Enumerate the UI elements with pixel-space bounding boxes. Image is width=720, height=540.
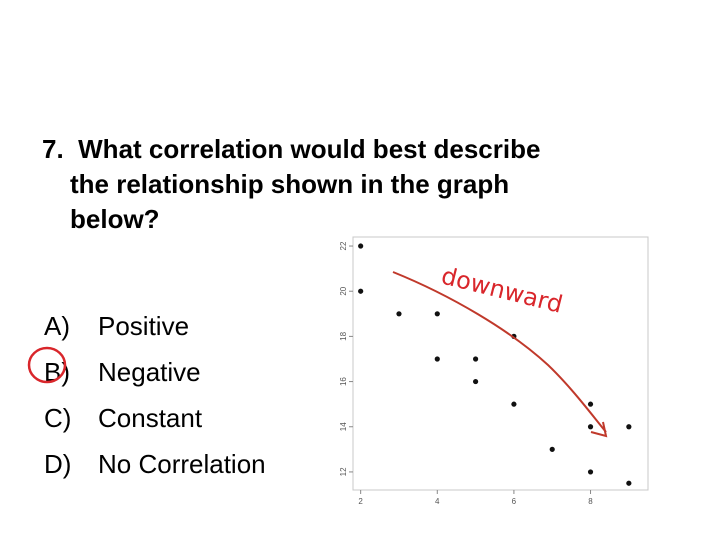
- question-line-1: 7. What correlation would best describe: [42, 134, 541, 164]
- option-b[interactable]: B) Negative: [44, 349, 266, 395]
- question-number: 7.: [42, 134, 64, 164]
- question-text: 7. What correlation would best describe …: [42, 132, 682, 237]
- option-b-text: Negative: [98, 357, 201, 387]
- data-point: [587, 401, 594, 407]
- option-c[interactable]: C) Constant: [44, 395, 266, 441]
- option-a-text: Positive: [98, 311, 190, 341]
- y-tick-label: 12: [339, 467, 348, 476]
- data-point: [434, 356, 440, 362]
- data-point: [587, 424, 594, 430]
- option-d[interactable]: D) No Correlation: [44, 441, 266, 487]
- y-tick-label: 20: [339, 286, 348, 295]
- y-tick-label: 14: [339, 422, 348, 431]
- x-tick-label: 2: [358, 497, 363, 506]
- data-point: [587, 469, 594, 475]
- option-c-letter: C): [44, 403, 72, 433]
- data-point: [358, 243, 364, 249]
- x-tick-label: 8: [588, 497, 593, 506]
- data-point: [626, 480, 632, 486]
- data-point: [396, 311, 402, 317]
- data-point: [472, 356, 479, 362]
- data-point: [511, 401, 517, 407]
- y-tick-label: 16: [339, 377, 348, 386]
- option-c-text: Constant: [98, 403, 203, 433]
- option-b-letter: B): [44, 357, 70, 387]
- x-tick-label: 6: [512, 497, 517, 506]
- answer-options: A) Positive B) Negative C) Constant D) No Co…: [44, 303, 266, 487]
- plot-frame: [352, 236, 649, 491]
- y-tick-label: 22: [339, 241, 348, 250]
- option-a[interactable]: A) Positive: [44, 303, 266, 349]
- y-axis: 12 14 16 18 20 22: [339, 241, 353, 476]
- data-point: [472, 378, 479, 385]
- option-a-letter: A): [44, 311, 70, 341]
- data-point: [626, 424, 632, 430]
- option-d-text: No Correlation: [98, 449, 266, 479]
- data-point: [358, 288, 364, 294]
- data-points: [358, 243, 632, 486]
- y-tick-label: 18: [339, 331, 348, 340]
- x-axis: 2 4 6 8: [358, 490, 593, 506]
- question-line-3: below?: [70, 204, 160, 234]
- data-point: [434, 311, 440, 317]
- option-d-letter: D): [44, 449, 72, 479]
- question-line-2: the relationship shown in the graph: [70, 169, 510, 199]
- data-point: [511, 333, 517, 339]
- x-tick-label: 4: [435, 497, 440, 506]
- data-point: [549, 446, 555, 452]
